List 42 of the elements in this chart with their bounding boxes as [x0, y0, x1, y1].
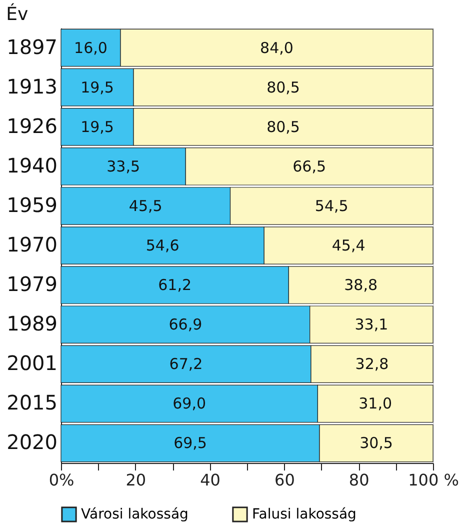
y-axis-title: Év — [6, 3, 28, 25]
data-label: 84,0 — [260, 38, 294, 57]
data-label: 54,6 — [146, 236, 180, 254]
data-label: 80,5 — [266, 118, 300, 136]
data-label: 66,9 — [168, 316, 202, 334]
data-label: 45,5 — [128, 196, 162, 215]
x-tick-label: 100 % — [408, 470, 459, 490]
data-label: 19,5 — [80, 118, 114, 136]
data-label: 31,0 — [358, 394, 392, 413]
data-label: 54,5 — [314, 196, 348, 215]
y-tick-label: 2001 — [6, 351, 58, 376]
x-tick-label: 0% — [48, 470, 74, 490]
x-tick-label: 60 — [274, 470, 295, 490]
y-tick-label: 1926 — [6, 114, 58, 138]
legend-label: Falusi lakosság — [252, 506, 356, 522]
data-label: 30,5 — [360, 434, 393, 452]
x-tick-label: 20 — [126, 470, 146, 490]
data-label: 69,0 — [172, 394, 206, 413]
data-label: 33,5 — [106, 157, 140, 176]
y-tick-label: 2020 — [6, 430, 58, 454]
x-tick-label: 80 — [348, 470, 370, 490]
data-label: 61,2 — [158, 276, 192, 294]
data-label: 16,0 — [74, 38, 108, 57]
y-tick-label: 2015 — [6, 390, 58, 415]
y-tick-label: 1959 — [6, 192, 58, 217]
x-tick-label: 40 — [200, 470, 220, 490]
y-tick-label: 1897 — [6, 34, 58, 59]
y-tick-label: 1979 — [6, 272, 58, 296]
data-label: 32,8 — [355, 355, 389, 374]
data-label: 69,5 — [174, 434, 207, 452]
y-tick-label: 1940 — [6, 153, 58, 178]
data-label: 19,5 — [80, 78, 114, 96]
data-label: 66,5 — [292, 157, 326, 176]
y-tick-label: 1970 — [6, 232, 58, 256]
y-tick-label: 1913 — [6, 74, 58, 98]
legend-label: Városi lakosság — [81, 506, 188, 522]
data-label: 38,8 — [344, 276, 378, 294]
data-label: 45,4 — [332, 236, 366, 254]
data-label: 33,1 — [354, 316, 388, 334]
data-label: 80,5 — [266, 78, 300, 96]
data-label: 67,2 — [169, 355, 203, 374]
y-tick-label: 1989 — [6, 312, 58, 336]
